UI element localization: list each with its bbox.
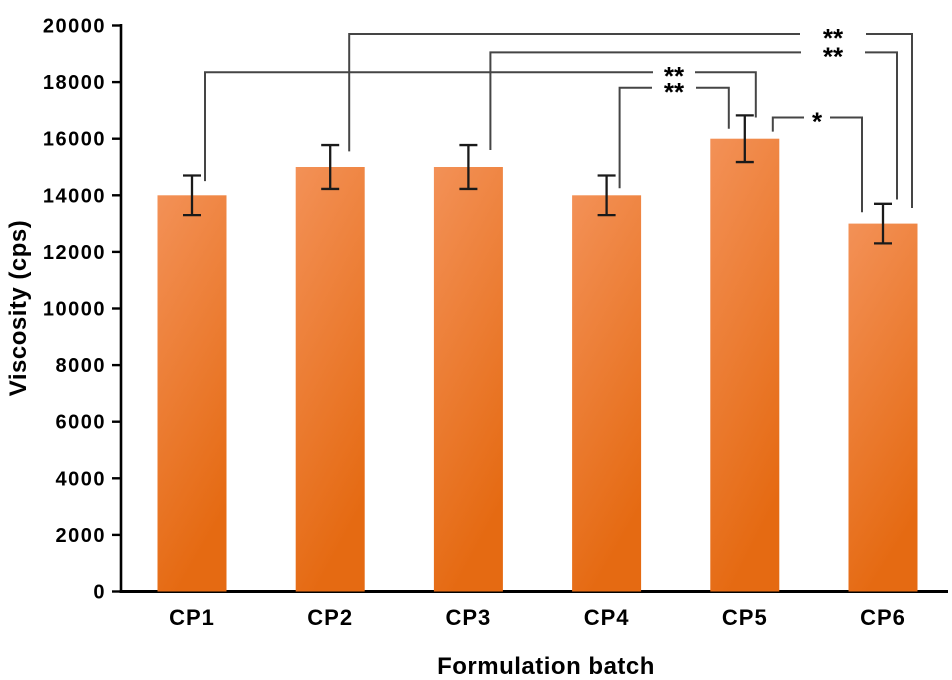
sig-bracket-cp4-cp5-left: [618, 86, 652, 189]
y-tick-label: 10000: [43, 299, 106, 321]
y-tick-label: 2000: [56, 525, 107, 547]
sig-label-cp4-cp5: **: [664, 77, 685, 107]
sig-bracket-cp1-cp5-right: [695, 71, 757, 118]
sig-label-cp2-cp6: **: [823, 23, 844, 53]
y-tick-label: 6000: [56, 412, 107, 434]
bar-cp2: [295, 167, 365, 592]
category-label-cp3: CP3: [446, 605, 492, 630]
sig-bracket-cp4-cp5-right: [696, 86, 730, 129]
sig-bracket-cp2-cp6-right: [866, 32, 913, 209]
bar-cp1: [157, 195, 227, 592]
sig-bracket-cp2-cp6-left: [348, 32, 800, 152]
bar-cp4: [572, 195, 642, 592]
y-tick-label: 8000: [56, 355, 107, 377]
category-label-cp5: CP5: [722, 605, 768, 630]
bar-cp3: [433, 167, 503, 592]
sig-bracket-cp3-cp6-right: [865, 51, 898, 200]
y-tick-label: 16000: [43, 129, 106, 151]
category-label-cp1: CP1: [169, 605, 215, 630]
sig-label-cp1-cp5: **: [664, 61, 685, 91]
category-label-cp6: CP6: [860, 605, 906, 630]
chart-plot-area: 0 2000 4000 6000 8000 10000 12000 14000 16000 180…: [43, 16, 948, 630]
y-tick-label: 20000: [43, 16, 106, 38]
sig-bracket-cp1-cp5-left: [204, 71, 653, 182]
y-tick-label: 12000: [43, 242, 106, 264]
sig-label-cp5-cp6: *: [812, 106, 823, 136]
category-label-cp2: CP2: [307, 605, 353, 630]
y-axis-title: Viscosity (cps): [5, 220, 32, 396]
sig-label-cp3-cp6: **: [823, 41, 844, 71]
sig-bracket-cp5-cp6-left: [771, 116, 804, 132]
y-tick-label: 4000: [56, 468, 107, 490]
sig-bracket-cp5-cp6-right: [830, 116, 863, 213]
category-label-cp4: CP4: [584, 605, 630, 630]
x-axis-title: Formulation batch: [437, 653, 655, 680]
bar-cp6: [848, 223, 918, 592]
y-tick-label: 14000: [43, 185, 106, 207]
bar-cp5: [710, 138, 780, 592]
y-tick-label: 0: [93, 582, 106, 604]
sig-bracket-cp3-cp6-left: [489, 51, 801, 151]
y-tick-label: 18000: [43, 72, 106, 94]
